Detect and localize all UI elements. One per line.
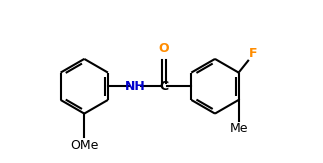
Text: F: F [249, 46, 257, 59]
Text: Me: Me [229, 123, 248, 135]
Text: O: O [159, 42, 169, 55]
Text: C: C [159, 80, 168, 93]
Text: OMe: OMe [70, 139, 99, 152]
Text: NH: NH [125, 80, 146, 93]
